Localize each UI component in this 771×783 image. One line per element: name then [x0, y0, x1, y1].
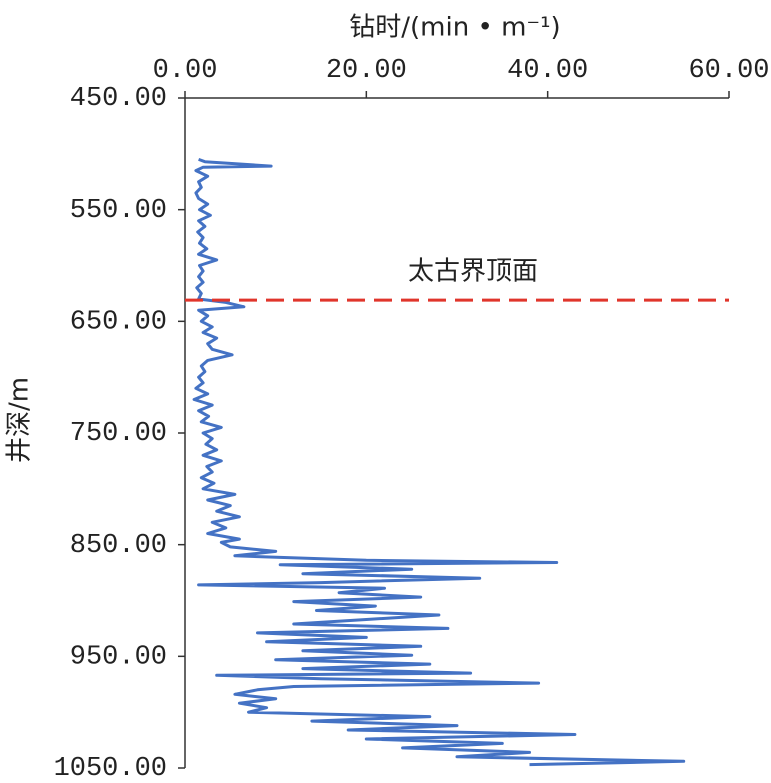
- y-tick-label: 1050.00: [54, 754, 167, 783]
- x-tick-label: 0.00: [153, 56, 218, 86]
- y-tick-label: 450.00: [70, 84, 167, 114]
- y-tick-label: 750.00: [70, 419, 167, 449]
- y-tick-label: 850.00: [70, 531, 167, 561]
- y-axis-title: 井深/m: [5, 377, 35, 463]
- y-tick-label: 550.00: [70, 196, 167, 226]
- y-tick-label: 950.00: [70, 642, 167, 672]
- x-tick-label: 60.00: [688, 56, 769, 86]
- y-tick-label: 650.00: [70, 307, 167, 337]
- drill-time-line: [192, 157, 686, 767]
- x-tick-label: 40.00: [507, 56, 588, 86]
- x-axis-title: 钻时/(min • m⁻¹): [349, 13, 560, 43]
- x-tick-label: 20.00: [326, 56, 407, 86]
- annotation: 太古界顶面: [408, 257, 538, 287]
